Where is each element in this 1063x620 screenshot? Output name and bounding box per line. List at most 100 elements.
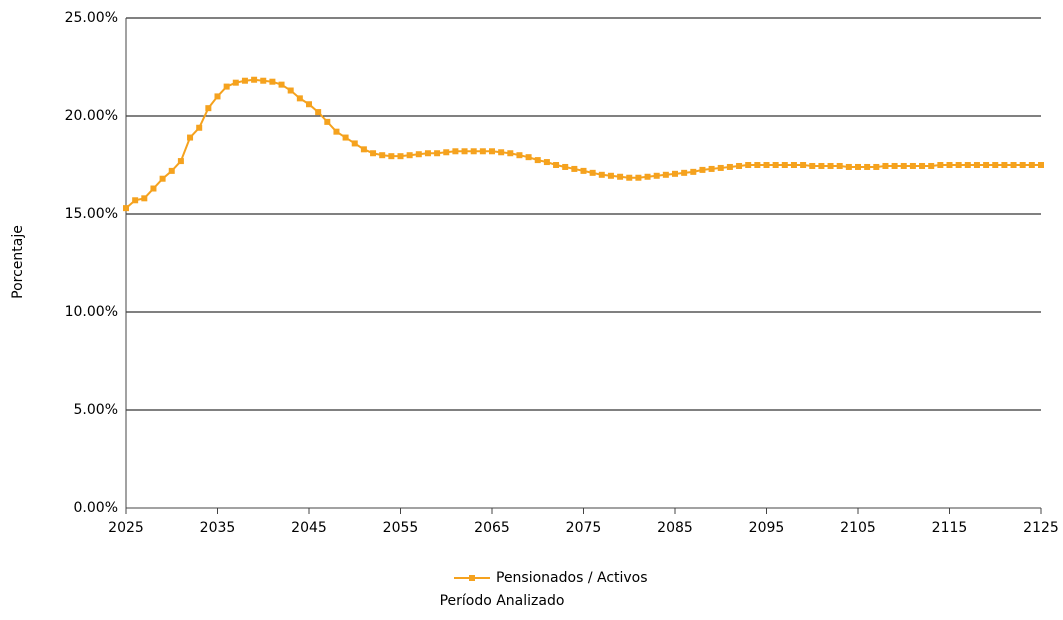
point-marker [937,162,944,168]
x-tick-label: 2045 [291,520,327,536]
point-marker [443,149,450,156]
point-marker [708,165,715,172]
point-marker [251,76,258,83]
point-marker [379,152,386,159]
y-tick-label: 15.00% [65,206,118,222]
point-marker [818,162,825,169]
point-marker [973,162,980,168]
point-marker [644,173,651,180]
x-axis-label: Período Analizado [440,593,565,609]
x-tick-label: 2085 [657,520,693,536]
point-marker [434,150,441,157]
point-marker [891,162,898,169]
x-tick-label: 2055 [383,520,419,536]
point-marker [571,165,578,172]
point-marker [150,185,157,192]
y-tick-label: 10.00% [65,304,118,320]
point-marker [278,81,285,88]
point-marker [754,162,761,168]
point-marker [635,174,642,181]
point-marker [919,162,926,169]
point-marker [360,146,367,153]
point-marker [123,205,129,212]
point-marker [306,101,312,108]
point-marker [589,169,596,176]
point-marker [461,148,468,155]
point-marker [626,174,633,181]
point-marker [470,148,477,155]
point-marker [553,162,560,168]
point-marker [717,164,724,171]
point-marker [864,163,871,170]
point-marker [955,162,962,168]
point-marker [406,152,413,159]
point-marker [269,78,276,85]
point-marker [909,162,916,169]
legend-label: Pensionados / Activos [496,570,648,586]
point-marker [745,162,752,168]
point-marker [992,162,999,168]
point-marker [736,162,743,169]
y-tick-label: 0.00% [74,500,118,516]
point-marker [946,162,953,168]
point-marker [324,118,331,125]
point-marker [855,163,861,170]
point-marker [342,134,349,141]
point-marker [781,162,788,168]
point-marker [214,93,221,100]
y-tick-label: 5.00% [74,402,118,418]
point-marker [607,172,614,179]
point-marker [159,175,166,182]
point-marker [580,167,587,174]
point-marker [900,162,907,169]
point-marker [543,159,550,166]
point-marker [168,167,175,174]
point-marker [809,162,816,169]
point-marker [351,140,358,147]
point-marker [845,163,852,170]
point-marker [827,162,834,169]
x-tick-label: 2105 [840,520,876,536]
point-marker [882,162,889,169]
x-tick-label: 2075 [566,520,602,536]
point-marker [653,172,660,179]
point-marker [800,162,807,168]
point-marker [479,148,486,155]
point-marker [662,171,669,178]
point-marker [333,128,340,135]
point-marker [452,148,459,155]
point-marker [690,168,697,175]
point-marker [397,153,404,160]
point-marker [241,77,248,84]
point-marker [562,163,569,170]
point-marker [177,158,184,165]
point-marker [836,162,843,169]
point-marker [187,134,194,141]
point-marker [928,162,935,169]
point-marker [516,152,523,159]
x-tick-label: 2035 [200,520,236,536]
point-marker [315,109,322,116]
point-marker [415,151,422,158]
point-marker [681,169,688,176]
point-marker [772,162,779,168]
point-marker [983,162,990,168]
point-marker [534,157,541,164]
y-tick-label: 20.00% [65,108,118,124]
point-marker [205,105,212,112]
point-marker [388,153,395,160]
point-marker [598,171,605,178]
point-marker [726,163,733,170]
point-marker [525,154,532,161]
point-marker [699,166,706,173]
point-marker [790,162,797,168]
point-marker [141,195,148,202]
point-marker [964,162,971,168]
point-marker [260,77,267,84]
point-marker [489,148,495,155]
point-marker [223,83,230,90]
x-tick-label: 2125 [1023,520,1059,536]
x-tick-label: 2065 [474,520,510,536]
point-marker [672,170,678,177]
